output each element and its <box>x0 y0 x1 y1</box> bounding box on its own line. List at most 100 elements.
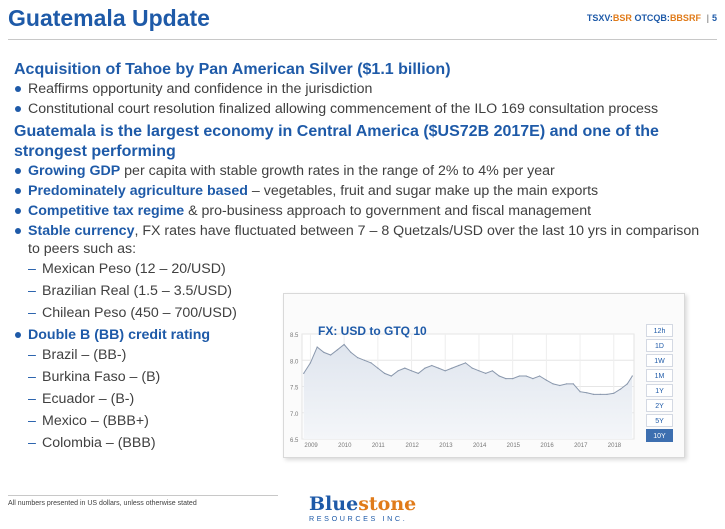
data-point <box>424 367 426 369</box>
acquisition-heading: Acquisition of Tahoe by Pan American Sil… <box>14 61 451 78</box>
data-point <box>431 364 433 367</box>
y-tick-label: 7.0 <box>290 412 299 418</box>
ticker-symbol-1: BSR <box>612 13 632 23</box>
x-tick-label: 2016 <box>540 443 554 449</box>
bullet-emphasis: Competitive tax regime <box>28 203 185 219</box>
data-point <box>491 370 493 372</box>
data-point <box>518 375 520 377</box>
header-divider <box>8 39 717 40</box>
data-point <box>458 364 460 367</box>
x-tick-label: 2013 <box>439 443 453 449</box>
acquisition-bullets: Reaffirms opportunity and confidence in … <box>14 80 714 118</box>
x-tick-label: 2015 <box>507 443 521 449</box>
data-point <box>363 359 365 361</box>
ticker-symbol-2: BBSRF <box>669 13 701 23</box>
range-button-10y[interactable]: 10Y <box>646 429 673 442</box>
series-area <box>303 344 633 439</box>
x-tick-label: 2012 <box>406 443 420 449</box>
data-point <box>390 375 392 377</box>
data-point <box>357 357 359 359</box>
range-button-1m[interactable]: 1M <box>646 369 673 382</box>
range-button-1w[interactable]: 1W <box>646 354 673 367</box>
credit-rating-item: Mexico – (BBB+) <box>14 412 302 430</box>
economy-section: Guatemala is the largest economy in Cent… <box>14 122 714 452</box>
data-point <box>350 351 352 353</box>
range-button-1y[interactable]: 1Y <box>646 384 673 397</box>
data-point <box>451 367 453 369</box>
credit-rating-item: Burkina Faso – (B) <box>14 368 302 386</box>
bullet-text: – vegetables, fruit and sugar make up th… <box>247 183 599 199</box>
data-point <box>552 383 554 385</box>
y-tick-label: 6.5 <box>290 438 299 444</box>
range-buttons: 12h 1D 1W 1M 1Y 2Y 5Y 10Y <box>646 324 673 444</box>
acquisition-section: Acquisition of Tahoe by Pan American Sil… <box>14 60 714 118</box>
fx-chart: 8.5 8.0 7.5 7.0 6.5 2009 2010 2011 2012 2013 2014 2… <box>283 293 685 458</box>
data-point <box>316 346 318 348</box>
data-point <box>404 367 406 369</box>
data-point <box>485 372 487 374</box>
data-point <box>532 378 534 380</box>
x-tick-label: 2017 <box>574 443 588 449</box>
logo-wordmark-part2: stone <box>358 493 417 515</box>
bullet-item: Double B (BB) credit rating <box>14 326 288 344</box>
bullet-item: Stable currency, FX rates have fluctuate… <box>14 222 714 258</box>
economy-heading: Guatemala is the largest economy in Cent… <box>14 123 659 160</box>
footer-divider <box>8 495 278 496</box>
logo-wordmark: Bluestone <box>309 494 459 514</box>
data-point <box>336 349 338 351</box>
data-point <box>397 370 399 372</box>
data-point <box>505 378 507 380</box>
data-point <box>539 375 541 377</box>
range-button-5y[interactable]: 5Y <box>646 414 673 427</box>
credit-rating-item: Colombia – (BBB) <box>14 434 302 452</box>
economy-bullets: Growing GDP per capita with stable growt… <box>14 162 714 452</box>
y-tick-label: 8.0 <box>290 359 299 365</box>
credit-rating-heading: Double B (BB) credit rating <box>28 327 211 343</box>
x-tick-label: 2011 <box>372 443 386 449</box>
data-point <box>599 393 601 395</box>
data-point <box>323 351 325 353</box>
bullet-emphasis: Predominately agriculture based <box>28 183 248 199</box>
ticker-exchange-2: OTCQB: <box>634 13 670 23</box>
data-point <box>626 383 628 385</box>
data-point <box>593 393 595 395</box>
credit-rating-item: Brazil – (BB-) <box>14 346 302 364</box>
peer-currency-item: Chilean Peso (450 – 700/USD) <box>14 304 302 322</box>
credit-rating-item: Ecuador – (B-) <box>14 390 302 408</box>
range-button-1d[interactable]: 1D <box>646 339 673 352</box>
data-point <box>384 372 386 374</box>
y-tick-label: 7.5 <box>290 386 299 392</box>
data-point <box>606 393 608 395</box>
range-button-2y[interactable]: 2Y <box>646 399 673 412</box>
peer-currency-item: Mexican Peso (12 – 20/USD) <box>14 260 302 278</box>
bluestone-logo: Bluestone RESOURCES INC. <box>309 494 459 523</box>
x-tick-label: 2009 <box>304 443 318 449</box>
bullet-text: & pro-business approach to government an… <box>184 203 592 219</box>
slide-content: Acquisition of Tahoe by Pan American Sil… <box>14 60 714 456</box>
x-tick-label: 2018 <box>608 443 622 449</box>
bullet-item: Growing GDP per capita with stable growt… <box>14 162 714 180</box>
data-point <box>613 392 615 394</box>
data-point <box>586 392 588 394</box>
data-point <box>471 367 473 369</box>
data-point <box>579 391 581 393</box>
data-point <box>572 383 574 385</box>
bullet-item: Competitive tax regime & pro-business ap… <box>14 202 714 220</box>
bullet-text: per capita with stable growth rates in t… <box>120 163 555 179</box>
logo-wordmark-part1: Blue <box>309 493 359 515</box>
bullet-emphasis: Stable currency <box>28 223 135 239</box>
logo-subtitle: RESOURCES INC. <box>309 514 408 523</box>
data-point <box>309 362 311 364</box>
range-button-12h[interactable]: 12h <box>646 324 673 337</box>
data-point <box>559 384 561 387</box>
data-point <box>525 375 527 377</box>
x-tick-label: 2014 <box>473 443 487 449</box>
data-point <box>512 378 514 380</box>
data-point <box>498 375 500 377</box>
ticker-separator: | <box>706 13 709 23</box>
footnote: All numbers presented in US dollars, unl… <box>8 500 197 507</box>
bullet-emphasis: Growing GDP <box>28 163 121 179</box>
data-point <box>444 370 446 372</box>
data-point <box>437 367 440 369</box>
data-point <box>303 372 305 374</box>
